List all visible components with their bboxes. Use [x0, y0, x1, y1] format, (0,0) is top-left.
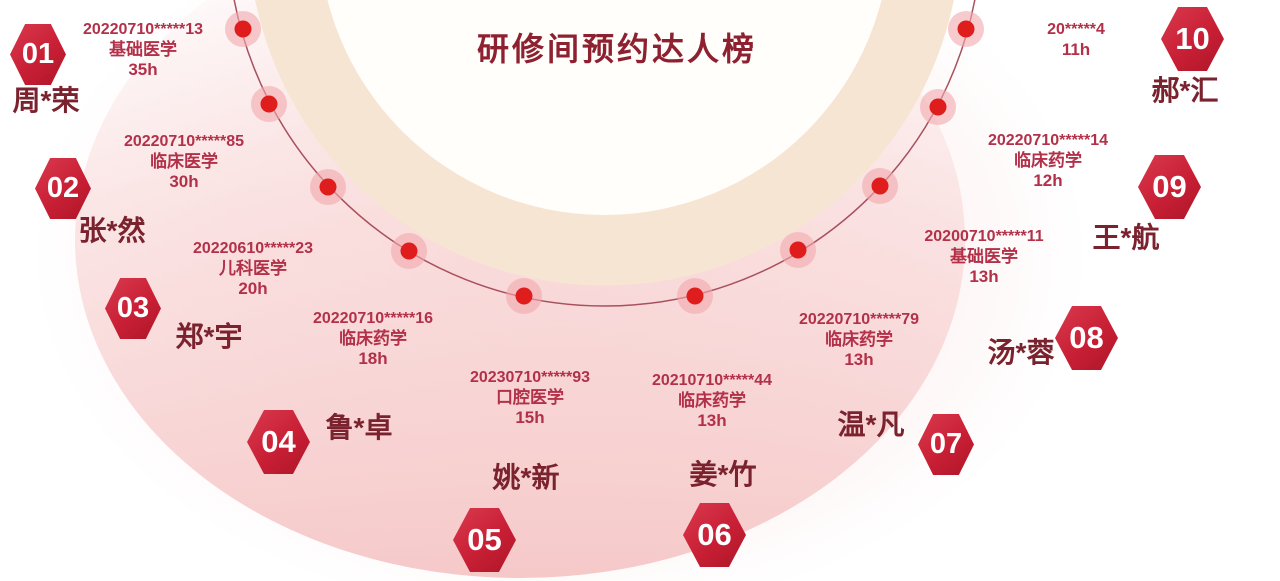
arc-dot-7 [780, 232, 816, 268]
user-hours: 13h [844, 350, 874, 369]
arc-dot-6 [677, 278, 713, 314]
user-dept: 儿科医学 [219, 259, 287, 278]
user-info: 20220710*****85 临床医学 30h [124, 132, 244, 192]
user-name: 张*然 [78, 215, 146, 246]
user-dept: 基础医学 [949, 247, 1018, 266]
user-hours: 30h [169, 172, 199, 191]
user-dept: 口腔医学 [496, 388, 564, 407]
user-info: 20220610*****23 儿科医学 20h [193, 239, 313, 299]
user-info: 20220710*****79 临床药学 13h [799, 310, 919, 370]
arc-dots [225, 11, 984, 314]
user-dept: 临床药学 [1014, 151, 1082, 170]
user-name: 王*航 [1092, 222, 1160, 253]
arc-line [233, 0, 976, 307]
user-name: 姜*竹 [689, 459, 757, 490]
user-info: 20220710*****13 基础医学 35h [83, 20, 203, 80]
user-hours: 11h [1061, 40, 1091, 59]
user-info: 20220710*****14 临床药学 12h [988, 131, 1108, 191]
user-name: 郝*汇 [1151, 75, 1219, 106]
user-hours: 12h [1033, 171, 1063, 190]
inner-white-circle [327, 0, 882, 215]
user-info: 20220710*****16 临床药学 18h [313, 309, 433, 369]
arc-dot-2 [251, 86, 287, 122]
user-id: 20200710*****11 [924, 228, 1044, 245]
page-title: 研修间预约达人榜 [476, 31, 758, 67]
user-name: 温*凡 [837, 409, 905, 440]
user-id: 20220710*****14 [987, 132, 1109, 149]
arc-dot-3 [310, 169, 346, 205]
user-dept: 临床药学 [678, 391, 746, 410]
user-hours: 18h [358, 349, 388, 368]
user-hours: 20h [238, 279, 268, 298]
user-name: 汤*蓉 [987, 337, 1055, 368]
user-id: 20220710*****13 [82, 21, 204, 38]
user-info: 20*****4 11h [1047, 20, 1105, 60]
user-id: 20220710*****16 [312, 310, 434, 327]
arc-dot-8 [862, 168, 898, 204]
user-name: 郑*宇 [175, 321, 243, 352]
user-hours: 13h [697, 411, 727, 430]
user-info: 20200710*****11 基础医学 13h [924, 227, 1043, 287]
arc-dot-10 [948, 11, 984, 47]
user-dept: 临床医学 [150, 152, 218, 171]
user-id: 20220710*****79 [798, 311, 920, 328]
arc-dot-9 [920, 89, 956, 125]
user-id: 20220710*****85 [123, 133, 245, 150]
user-hours: 35h [128, 60, 158, 79]
user-info: 20230710*****93 口腔医学 15h [470, 368, 590, 428]
user-id: 20230710*****93 [469, 369, 591, 386]
user-hours: 13h [969, 267, 999, 286]
cream-ring [255, 0, 954, 286]
arc-dot-1 [225, 11, 261, 47]
user-id: 20220610*****23 [192, 240, 314, 257]
user-info: 20210710*****44 临床药学 13h [652, 371, 772, 431]
user-id: 20*****4 [1047, 21, 1105, 38]
arc-dot-4 [391, 233, 427, 269]
user-hours: 15h [515, 408, 545, 427]
user-name: 周*荣 [12, 85, 80, 116]
user-dept: 基础医学 [109, 40, 177, 59]
user-name: 鲁*卓 [325, 412, 393, 443]
user-dept: 临床药学 [825, 330, 893, 349]
user-name: 姚*新 [492, 462, 560, 493]
user-dept: 临床药学 [339, 329, 407, 348]
user-id: 20210710*****44 [651, 372, 773, 389]
arc-dot-5 [506, 278, 542, 314]
